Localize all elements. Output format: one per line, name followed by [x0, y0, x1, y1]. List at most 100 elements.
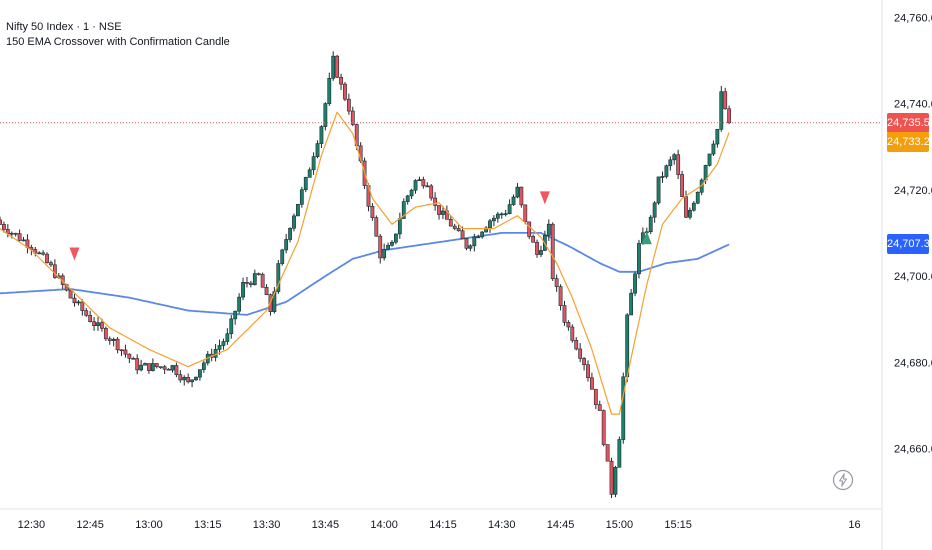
- candle-body: [292, 215, 296, 229]
- candle-body: [194, 376, 198, 381]
- fast-ema-layer: [0, 111, 730, 415]
- candle-body: [492, 217, 496, 222]
- candle-body: [680, 174, 684, 197]
- candle-body: [711, 143, 716, 155]
- candle-body: [723, 91, 728, 110]
- candle-body: [495, 213, 500, 219]
- candle-body: [433, 197, 438, 206]
- candle-body: [625, 314, 630, 378]
- time-tick-label: 14:15: [429, 519, 457, 531]
- candle-body: [652, 202, 657, 218]
- candle-body: [390, 241, 394, 246]
- candle-body: [648, 216, 653, 232]
- candle-body: [174, 365, 179, 375]
- candle-body: [147, 363, 151, 371]
- candle-body: [33, 249, 38, 254]
- candle-body: [166, 368, 171, 371]
- candle-body: [190, 379, 194, 383]
- candle-body: [150, 363, 155, 371]
- chart-legend: Nifty 50 Index · 1 · NSE 150 EMA Crossov…: [6, 20, 230, 50]
- candle-body: [656, 176, 661, 204]
- signal-markers-layer: [69, 191, 652, 261]
- candle-body: [558, 286, 563, 306]
- symbol-title[interactable]: Nifty 50 Index · 1 · NSE: [6, 21, 122, 33]
- candle-body: [92, 321, 96, 326]
- candle-body: [582, 358, 586, 366]
- candle-body: [586, 364, 590, 379]
- candle-body: [198, 369, 202, 378]
- candle-body: [386, 244, 390, 250]
- candle-body: [296, 204, 300, 217]
- candle-body: [350, 110, 355, 125]
- candle-body: [397, 218, 402, 235]
- candle-body: [515, 186, 520, 198]
- candle-body: [343, 83, 347, 100]
- candle-body: [413, 180, 418, 191]
- candle-body: [182, 377, 187, 381]
- candle-body: [409, 189, 414, 197]
- candle-body: [241, 282, 245, 298]
- time-tick-label: 13:30: [253, 519, 281, 531]
- candle-body: [554, 278, 559, 287]
- candle-body: [484, 227, 488, 233]
- candle-body: [499, 213, 504, 216]
- candle-body: [178, 374, 183, 381]
- candle-body: [574, 340, 579, 350]
- candle-body: [323, 103, 328, 127]
- candle-body: [201, 362, 206, 370]
- slow-ema-line: [0, 232, 730, 316]
- candle-body: [135, 358, 140, 371]
- candle-body: [719, 91, 724, 130]
- price-axis[interactable]: 24,760.00 24,740.00 24,720.00 24,700.00 24,6…: [894, 12, 932, 455]
- candle-body: [13, 232, 18, 235]
- indicator-title[interactable]: 150 EMA Crossover with Confirmation Cand…: [6, 36, 230, 48]
- candle-body: [727, 108, 732, 124]
- candle-body: [531, 236, 536, 243]
- candle-body: [405, 195, 410, 202]
- candle-body: [225, 333, 230, 342]
- candle-body: [421, 179, 426, 187]
- candle-body: [49, 262, 53, 266]
- time-tick-label: 13:00: [135, 519, 163, 531]
- candle-body: [221, 341, 226, 346]
- candle-body: [0, 219, 2, 225]
- candle-body: [394, 233, 398, 243]
- candle-body: [339, 76, 343, 85]
- candle-body: [668, 159, 673, 167]
- candle-body: [80, 301, 85, 311]
- candle-body: [256, 273, 261, 275]
- candle-body: [233, 310, 238, 320]
- candle-body: [578, 348, 583, 359]
- candle-body: [96, 322, 100, 326]
- time-tick-label: 13:15: [194, 519, 222, 531]
- candle-body: [327, 77, 332, 104]
- candle-body: [103, 328, 108, 340]
- candle-body: [119, 349, 124, 352]
- candle-body: [597, 404, 602, 411]
- candle-body: [688, 209, 692, 218]
- fast-ema-line: [0, 111, 730, 415]
- candle-body: [441, 210, 445, 215]
- candle-body: [45, 253, 49, 263]
- sell-signal-marker: [69, 247, 80, 261]
- candle-body: [684, 196, 688, 218]
- candle-body: [162, 366, 167, 370]
- candle-body: [68, 289, 73, 299]
- candle-body: [158, 366, 163, 369]
- candle-body: [695, 191, 700, 204]
- candle-body: [154, 363, 159, 368]
- candle-body: [252, 273, 257, 285]
- time-axis[interactable]: 12:30 12:45 13:00 13:15 13:30 13:45 14:00 14:15…: [18, 519, 861, 531]
- candle-body: [143, 363, 147, 366]
- candle-body: [315, 143, 320, 157]
- candle-body: [507, 204, 512, 214]
- candle-body: [511, 196, 516, 205]
- candle-body: [170, 365, 175, 371]
- candle-body: [535, 242, 539, 255]
- candle-body: [476, 236, 481, 239]
- candle-body: [468, 245, 473, 249]
- lightning-bolt-icon[interactable]: [832, 469, 854, 491]
- candle-body: [2, 224, 6, 230]
- candle-body: [311, 156, 316, 171]
